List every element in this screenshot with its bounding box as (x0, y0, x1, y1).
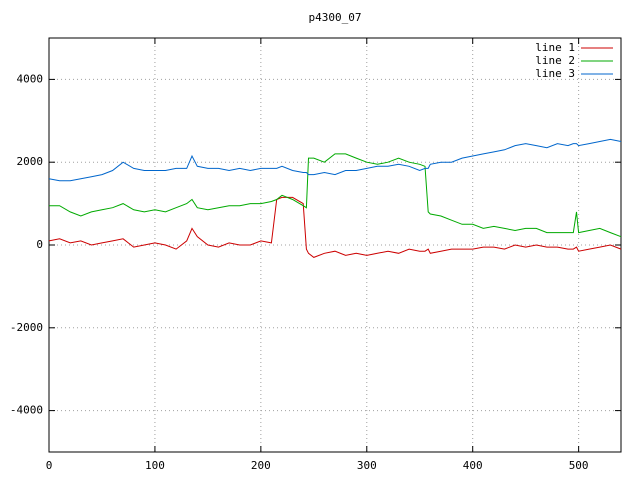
series-line (48, 196, 622, 258)
y-tick-label: -4000 (10, 404, 43, 417)
legend-label: line 2 (535, 54, 575, 67)
chart-title: p4300_07 (309, 11, 362, 24)
x-tick-label: 0 (46, 459, 53, 472)
plot-frame (48, 37, 622, 453)
x-tick-label: 400 (463, 459, 483, 472)
x-tick-label: 500 (569, 459, 589, 472)
y-tick-label: -2000 (10, 321, 43, 334)
series-line (48, 138, 622, 182)
legend-label: line 3 (535, 67, 575, 80)
y-tick-label: 2000 (17, 155, 44, 168)
y-tick-label: 0 (36, 238, 43, 251)
x-tick-label: 200 (251, 459, 271, 472)
series-line (49, 153, 622, 238)
x-tick-label: 300 (357, 459, 377, 472)
legend-label: line 1 (535, 41, 575, 54)
x-tick-label: 100 (145, 459, 165, 472)
y-tick-label: 4000 (17, 72, 44, 85)
